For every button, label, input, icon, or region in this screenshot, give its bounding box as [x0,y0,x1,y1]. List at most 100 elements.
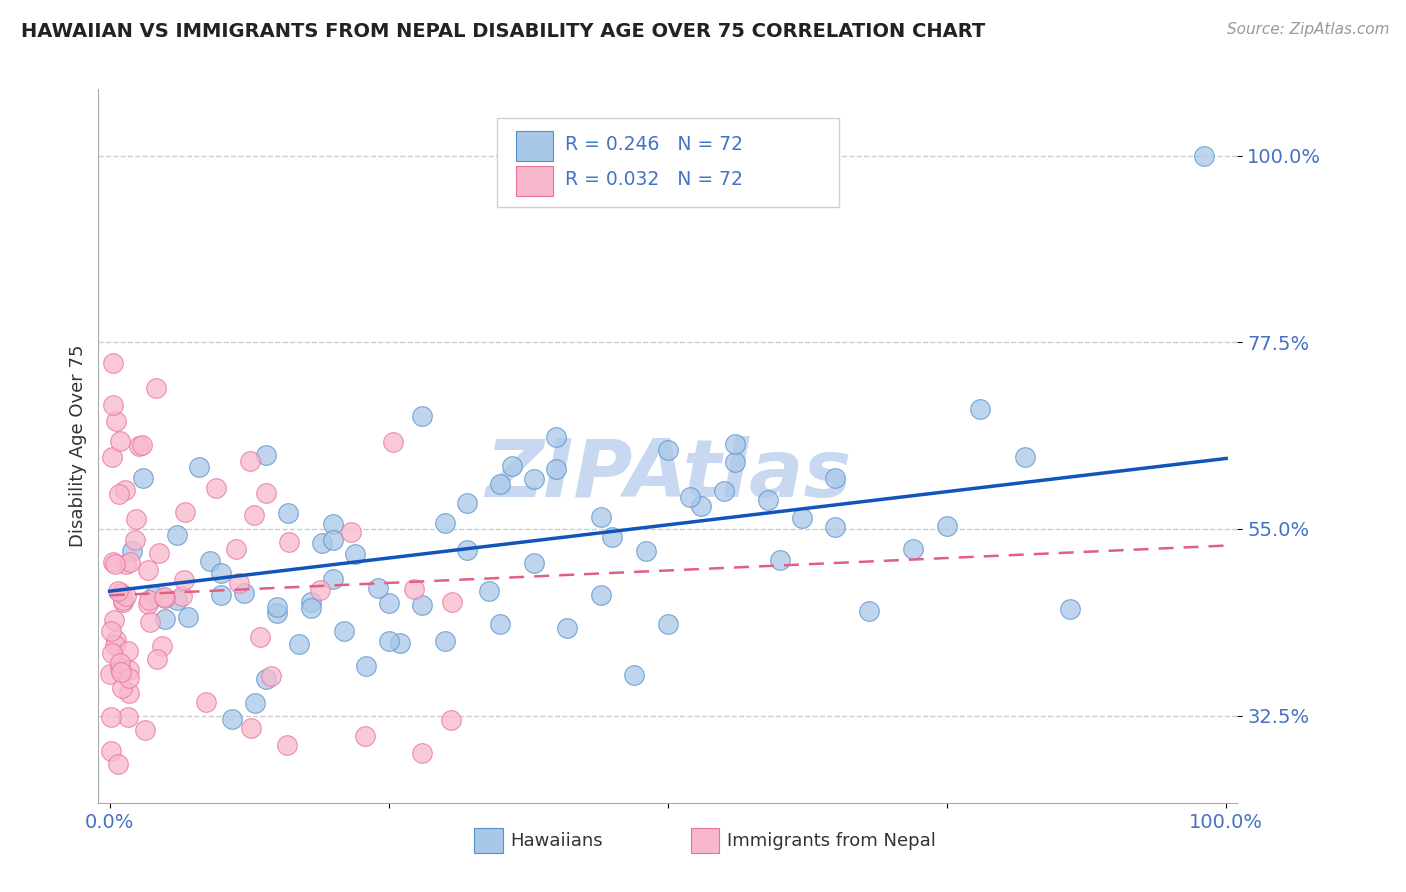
Point [266,600,288,615]
Point [148,546,170,560]
Point [254,448,277,462]
Point [340,525,363,540]
Point [110,665,132,680]
Point [111,681,134,695]
Point [657,617,679,632]
Point [254,672,277,686]
Point [299,595,322,609]
Point [523,472,546,486]
Point [187,459,209,474]
Point [381,435,404,450]
Point [111,593,134,607]
Point [489,477,512,491]
Point [100,624,122,638]
Point [724,437,747,451]
Point [103,555,125,569]
Point [108,661,131,675]
Point [266,607,288,621]
Point [713,484,735,499]
Point [104,414,127,428]
Point [501,459,523,474]
Text: R = 0.032   N = 72: R = 0.032 N = 72 [565,170,744,189]
Point [260,669,283,683]
Point [1192,148,1215,162]
Text: HAWAIIAN VS IMMIGRANTS FROM NEPAL DISABILITY AGE OVER 75 CORRELATION CHART: HAWAIIAN VS IMMIGRANTS FROM NEPAL DISABI… [21,22,986,41]
Y-axis label: Disability Age Over 75: Disability Age Over 75 [69,344,87,548]
Point [98,667,121,681]
Point [411,409,433,423]
Point [440,713,463,727]
Point [166,593,188,607]
Point [589,510,612,524]
Point [125,512,148,526]
Point [173,573,195,587]
Point [249,630,271,644]
Point [155,612,177,626]
Point [523,556,546,570]
Point [118,663,141,677]
Point [131,438,153,452]
Point [114,483,136,497]
Point [101,397,124,411]
Point [128,439,150,453]
Point [124,533,146,548]
Point [322,517,344,532]
Point [107,583,129,598]
Point [311,535,333,549]
Point [117,710,139,724]
Point [104,638,127,652]
Point [195,695,218,709]
Point [145,381,167,395]
Point [356,659,378,673]
Point [239,453,262,467]
Bar [474,828,503,853]
Point [322,533,344,548]
Point [254,486,277,500]
Point [205,482,228,496]
Point [225,541,247,556]
Point [136,563,159,577]
Point [138,593,160,607]
Point [108,434,131,448]
Point [118,686,141,700]
Point [354,730,377,744]
Text: Immigrants from Nepal: Immigrants from Nepal [727,831,936,849]
Point [388,635,411,649]
Point [411,598,433,612]
Point [690,499,713,513]
Point [288,637,311,651]
Point [177,609,200,624]
Point [136,597,159,611]
Point [903,542,925,557]
Point [404,582,426,596]
Point [198,554,221,568]
Point [143,589,166,603]
Point [104,557,127,571]
Point [115,557,138,571]
Text: R = 0.246   N = 72: R = 0.246 N = 72 [565,135,744,153]
Point [101,356,124,370]
Point [209,589,232,603]
Point [478,583,501,598]
Point [1014,450,1036,464]
Text: ZIPAtlas: ZIPAtlas [485,435,851,514]
Point [489,616,512,631]
Point [100,710,122,724]
Point [969,401,991,416]
Point [115,589,138,603]
Point [546,461,568,475]
Point [277,506,299,520]
Point [858,604,880,618]
Point [433,516,456,531]
Point [377,596,399,610]
Point [824,471,846,485]
Point [101,646,124,660]
Point [724,455,747,469]
Point [344,547,367,561]
Bar [516,166,553,196]
Point [441,595,464,609]
Bar [690,828,718,853]
Point [101,450,124,464]
Point [367,581,389,595]
Point [221,713,243,727]
